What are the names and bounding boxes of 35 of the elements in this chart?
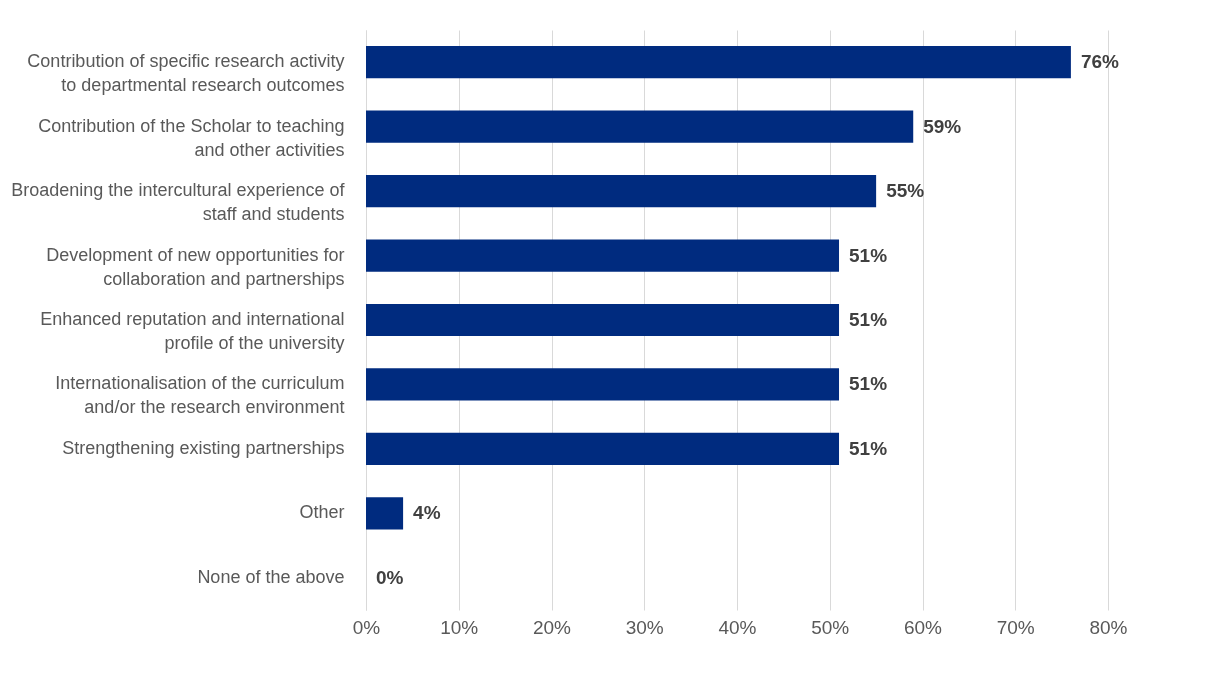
x-tick-label: 10%	[440, 616, 479, 638]
x-tick-label: 80%	[1089, 616, 1128, 638]
bar	[366, 368, 840, 401]
y-tick-label: Broadening the intercultural experience of staff and students	[11, 180, 346, 225]
y-tick-label: Internationalisation of the curriculum and/or the research environment	[55, 373, 345, 418]
y-tick-label: Development of new opportunities for collaboration and partnerships	[46, 244, 345, 289]
y-tick-label: Contribution of specific research activity to departmental research outcomes	[27, 51, 345, 96]
bar	[366, 432, 840, 465]
y-tick-label: Strengthening existing partnerships	[62, 437, 345, 458]
x-tick-label: 70%	[996, 616, 1035, 638]
bar	[366, 46, 1071, 79]
bar	[366, 110, 914, 143]
y-tick-label: None of the above	[197, 566, 345, 587]
bar	[366, 175, 877, 208]
bar	[366, 497, 404, 530]
data-label: 59%	[923, 115, 962, 137]
x-tick-label: 30%	[625, 616, 664, 638]
data-label: 55%	[886, 180, 925, 202]
data-label: 76%	[1080, 51, 1120, 73]
bar	[366, 239, 840, 272]
data-label: 51%	[849, 437, 888, 459]
data-label: 51%	[849, 309, 888, 330]
y-tick-label: Other	[299, 502, 345, 523]
x-tick-label: 50%	[811, 616, 850, 638]
data-label: 0%	[376, 566, 404, 588]
x-tick-label: 40%	[718, 616, 757, 638]
y-tick-label: Contribution of the Scholar to teaching and other activities	[38, 115, 345, 160]
x-tick-label: 60%	[903, 616, 943, 638]
data-label: 51%	[849, 373, 888, 395]
y-tick-label: Enhanced reputation and international profile of the university	[40, 309, 345, 353]
data-label: 4%	[413, 502, 441, 524]
data-label: 51%	[849, 244, 888, 266]
bar	[366, 303, 840, 337]
x-tick-label: 0%	[352, 616, 381, 638]
x-tick-label: 20%	[532, 616, 572, 638]
